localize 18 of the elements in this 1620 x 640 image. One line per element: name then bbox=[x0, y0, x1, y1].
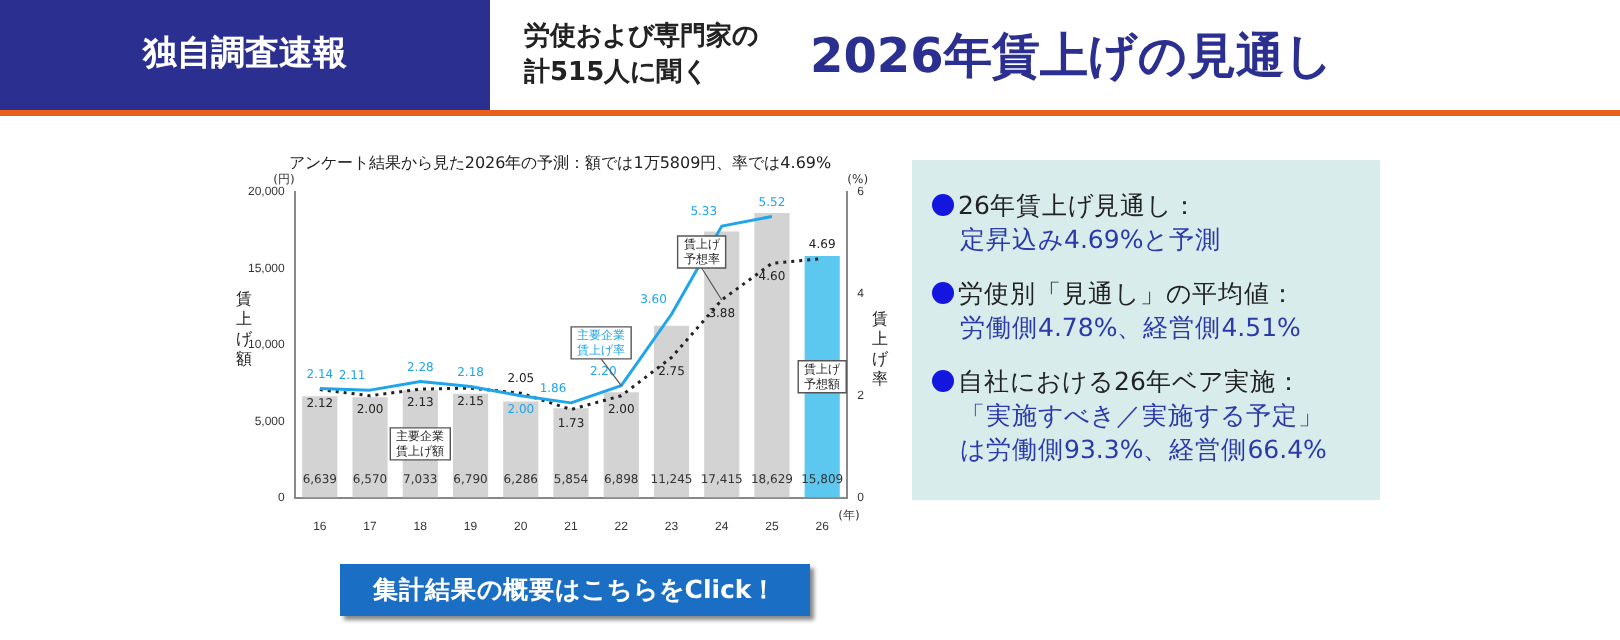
text: 「実施すべき／実施する予定」は労働側93.3%、経営側66.4% bbox=[958, 398, 1329, 466]
text: 労働側4.78%、経営側4.51% bbox=[958, 310, 1303, 344]
text: 2026年賃上げの見通し bbox=[810, 26, 1334, 88]
bar bbox=[754, 212, 790, 498]
y2-axis-title: 賃上げ率 bbox=[872, 310, 888, 390]
bar bbox=[352, 397, 388, 498]
text: 26年賃上げ見通し： bbox=[958, 190, 1198, 220]
text: 労使および専門家の計515人に聞く bbox=[524, 20, 760, 92]
chart-subtitle: アンケート結果から見た2026年の予測：額では1万5809円、率では4.69% bbox=[286, 152, 834, 173]
bar bbox=[653, 325, 690, 498]
bar bbox=[553, 408, 589, 498]
bar bbox=[302, 396, 338, 498]
text: 定昇込み4.69%と予測 bbox=[958, 222, 1224, 256]
text: 自社における26年ベア実施： bbox=[958, 366, 1302, 396]
bar bbox=[452, 393, 489, 498]
text: 労使別「見通し」の平均値： bbox=[958, 278, 1296, 308]
text: 集計結果の概要はこちらをClick！ bbox=[340, 564, 810, 616]
text: 独自調査速報 bbox=[0, 0, 490, 110]
